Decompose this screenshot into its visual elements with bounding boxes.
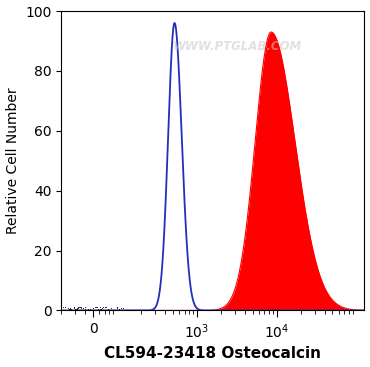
Text: WWW.PTGLAB.COM: WWW.PTGLAB.COM <box>172 40 302 54</box>
Y-axis label: Relative Cell Number: Relative Cell Number <box>6 87 20 234</box>
X-axis label: CL594-23418 Osteocalcin: CL594-23418 Osteocalcin <box>104 346 321 361</box>
